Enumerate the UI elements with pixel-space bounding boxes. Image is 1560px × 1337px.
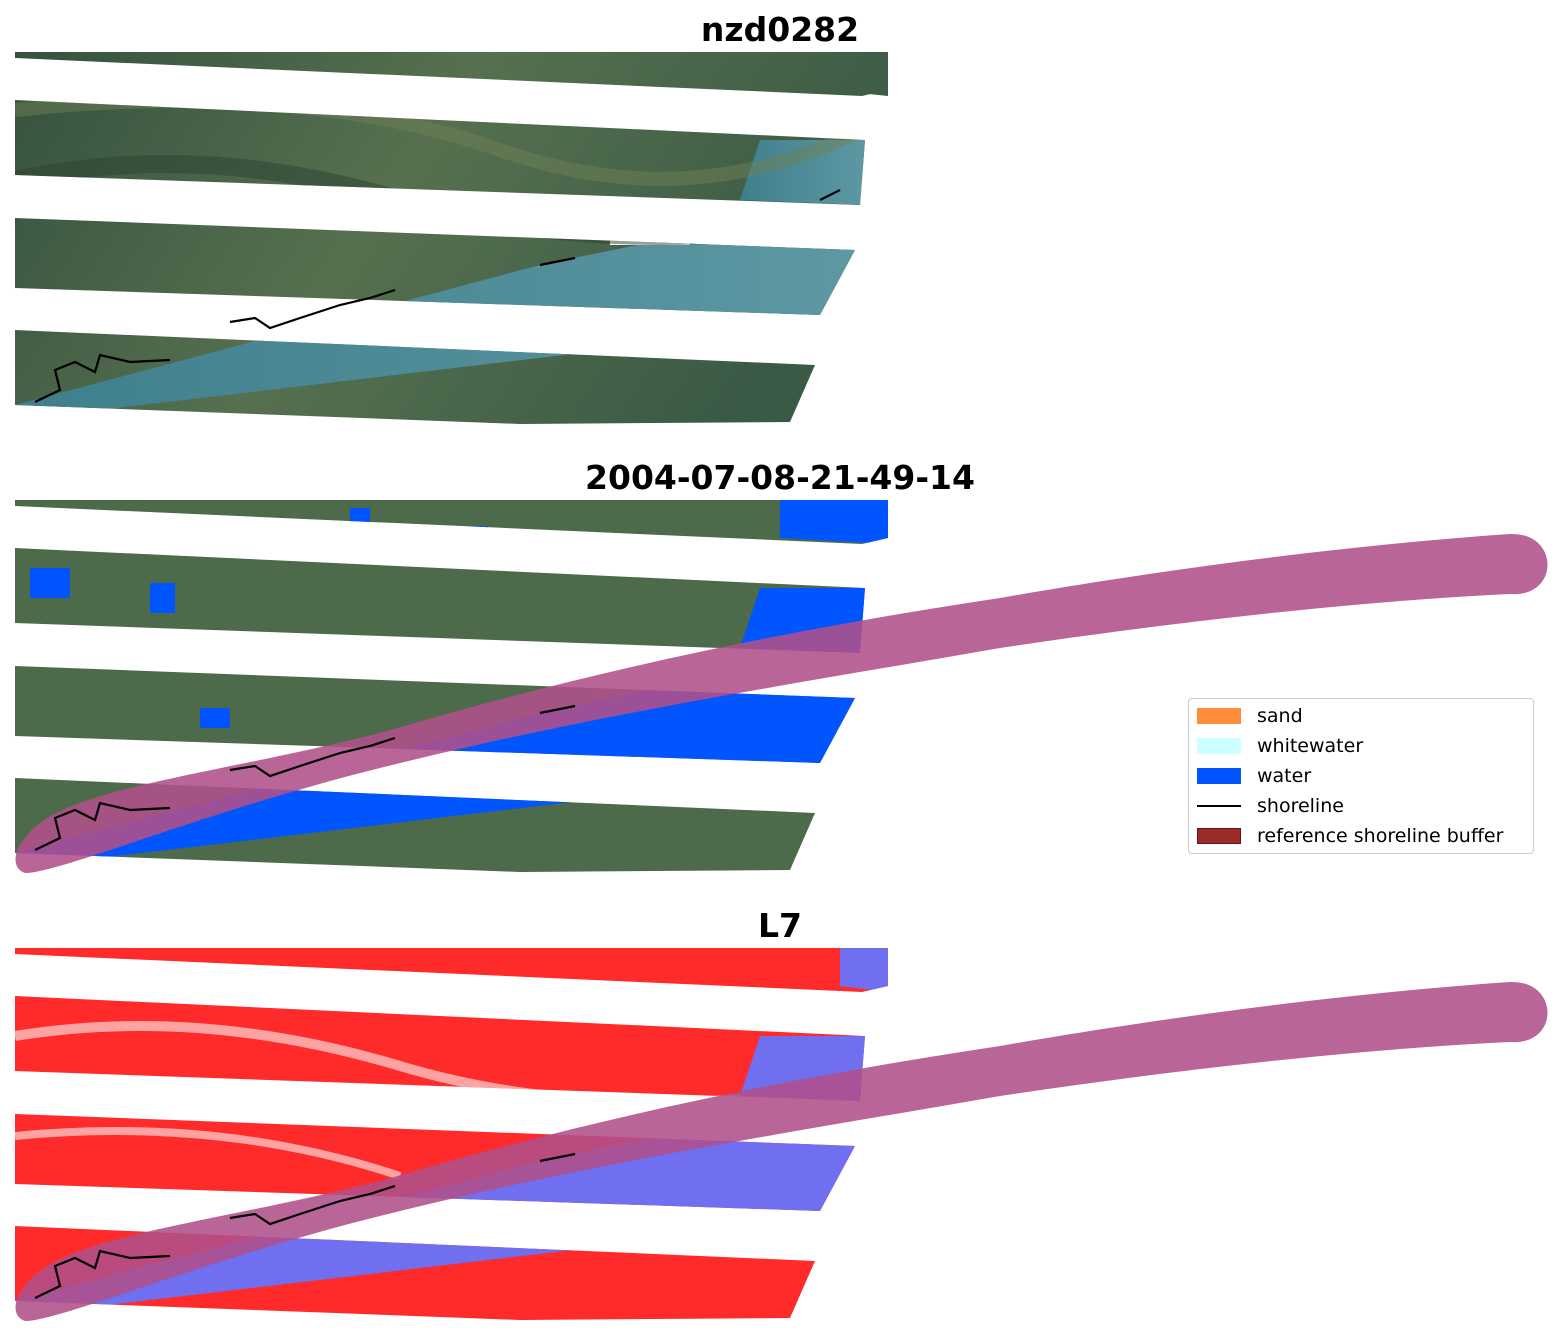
whitewater-swatch — [1197, 738, 1241, 754]
legend-label: water — [1257, 765, 1312, 787]
legend: sand whitewater water shoreline referenc… — [1188, 698, 1534, 854]
shoreline-line — [539, 704, 576, 715]
legend-item-water: water — [1197, 763, 1311, 789]
shoreline-line — [34, 1249, 171, 1299]
sand-swatch — [1197, 708, 1241, 724]
water-swatch — [1197, 768, 1241, 784]
legend-item-buffer: reference shoreline buffer — [1197, 823, 1503, 849]
reference-shoreline-buffer — [15, 533, 1548, 873]
classified-panel-title: 2004-07-08-21-49-14 — [585, 458, 975, 497]
shoreline-line — [539, 256, 576, 267]
shoreline-line — [229, 288, 396, 330]
shoreline-line — [229, 1184, 396, 1226]
water-index-image — [15, 948, 1548, 1321]
rgb-satellite-image — [15, 52, 888, 424]
reference-shoreline-buffer — [15, 981, 1548, 1321]
shoreline-line — [34, 801, 171, 851]
shoreline-line — [229, 736, 396, 778]
legend-item-sand: sand — [1197, 703, 1303, 729]
legend-item-whitewater: whitewater — [1197, 733, 1363, 759]
buffer-swatch — [1197, 828, 1241, 844]
shoreline-line-swatch — [1197, 805, 1241, 807]
rgb-panel-title: nzd0282 — [700, 10, 860, 49]
shoreline-line — [819, 189, 841, 201]
shoreline-line — [34, 353, 171, 403]
legend-item-shoreline: shoreline — [1197, 793, 1344, 819]
legend-label: reference shoreline buffer — [1257, 825, 1504, 847]
legend-label: sand — [1257, 705, 1303, 727]
legend-label: whitewater — [1257, 735, 1364, 757]
legend-label: shoreline — [1257, 795, 1344, 817]
shoreline-line — [539, 1152, 576, 1163]
index-panel-title: L7 — [758, 906, 802, 945]
classified-image — [15, 500, 1548, 873]
rgb-image-strips — [15, 52, 888, 424]
